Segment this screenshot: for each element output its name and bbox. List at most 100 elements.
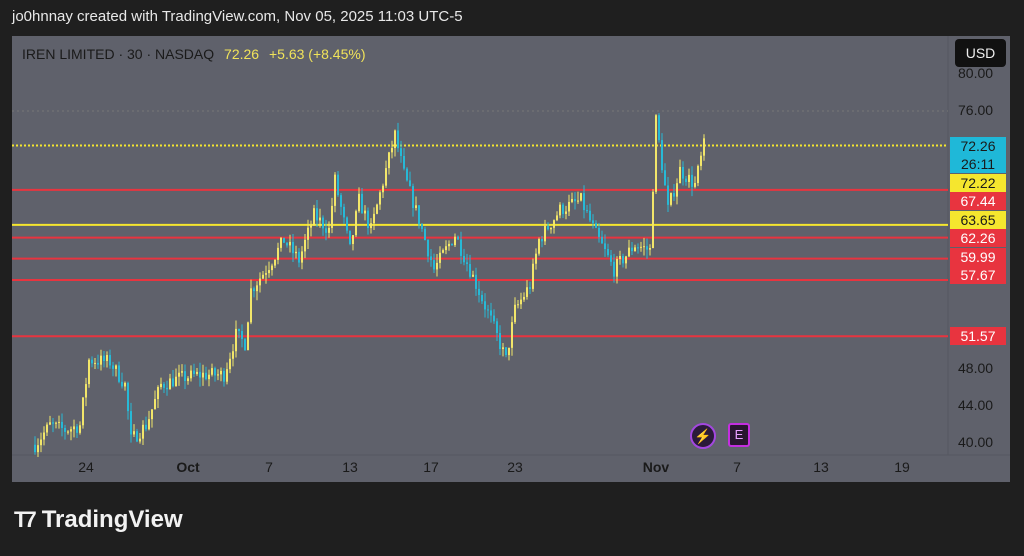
time-tick-label: 13 [813,459,829,475]
candle-body [34,444,36,453]
candle-body [580,193,582,201]
candle-body [457,236,459,240]
candle-body [304,239,306,252]
candle-body [220,370,222,375]
candle-body [634,247,636,252]
candle-body [184,371,186,382]
candle-body [610,255,612,262]
candle-body [247,322,249,351]
candle-body [571,198,573,202]
candle-body [103,355,105,362]
candle-body [67,431,69,433]
candle-body [82,397,84,426]
candle-body [583,193,585,211]
lightning-event-icon[interactable]: ⚡ [690,423,716,449]
candle-body [154,399,156,410]
candle-body [496,321,498,334]
time-tick-label: 24 [78,459,94,475]
time-tick-label: 7 [733,459,741,475]
candle-body [277,247,279,260]
candle-body [538,239,540,254]
candle-body [142,424,144,439]
candle-body [373,213,375,224]
time-tick-label: 13 [342,459,358,475]
candle-body [601,236,603,244]
candle-body [478,288,480,296]
candle-body [85,384,87,398]
candle-body [361,193,363,214]
currency-button[interactable]: USD [955,39,1006,67]
candle-body [121,381,123,387]
candle-body [547,225,549,230]
candle-body [355,211,357,236]
candle-body [460,239,462,256]
candle-body [262,274,264,279]
candle-body [613,261,615,277]
brand-name: TradingView [41,506,183,533]
candle-body [676,183,678,197]
candle-body [265,273,267,275]
candle-body [337,174,339,196]
candle-body [418,205,420,225]
candle-body [637,247,639,249]
candle-body [388,152,390,169]
candle-body [94,362,96,364]
candle-body [598,227,600,237]
candle-body [559,204,561,216]
candle-body [202,372,204,378]
candle-body [646,246,648,250]
candle-body [562,204,564,214]
candle-body [49,422,51,425]
chart-panel[interactable] [12,36,1010,482]
candle-body [64,427,66,432]
candle-body [127,382,129,412]
earnings-event-icon[interactable]: E [728,423,750,447]
candle-body [106,355,108,362]
candle-body [532,263,534,289]
candle-body [694,183,696,187]
candle-body [241,331,243,340]
candle-body [268,270,270,274]
candle-body [364,210,366,214]
candle-body [385,168,387,186]
candle-body [451,243,453,246]
candle-body [214,368,216,376]
candle-body [640,246,642,248]
price-level-tag: 67.44 [950,192,1006,210]
candle-body [295,251,297,254]
candle-body [211,368,213,375]
candle-body [367,210,369,229]
candle-body [328,227,330,233]
candle-body [70,429,72,432]
candle-body [118,365,120,382]
price-tick-label: 40.00 [958,433,994,450]
price-level-tag: 57.67 [950,266,1006,284]
candle-body [58,421,60,423]
candle-body [655,115,657,192]
tradingview-logo-icon: T7 [14,507,37,532]
candle-body [172,378,174,387]
candle-body [112,365,114,369]
candle-body [502,347,504,350]
price-level-tag: 59.99 [950,247,1006,266]
candle-body [166,387,168,390]
candle-body [163,383,165,388]
candle-body [463,255,465,263]
candle-body [511,322,513,348]
candle-body [37,445,39,453]
candle-body [223,370,225,382]
candle-body [232,351,234,359]
candle-body [235,328,237,352]
candle-body [145,424,147,430]
candle-body [97,362,99,365]
candle-body [430,256,432,261]
candle-body [691,174,693,187]
candle-body [553,220,555,228]
candle-body [298,251,300,263]
time-tick-label: 7 [265,459,273,475]
candle-body [604,243,606,250]
candle-body [256,285,258,292]
tradingview-logo[interactable]: T7 TradingView [14,506,183,534]
price-plot[interactable] [12,36,1010,482]
candle-body [151,409,153,420]
